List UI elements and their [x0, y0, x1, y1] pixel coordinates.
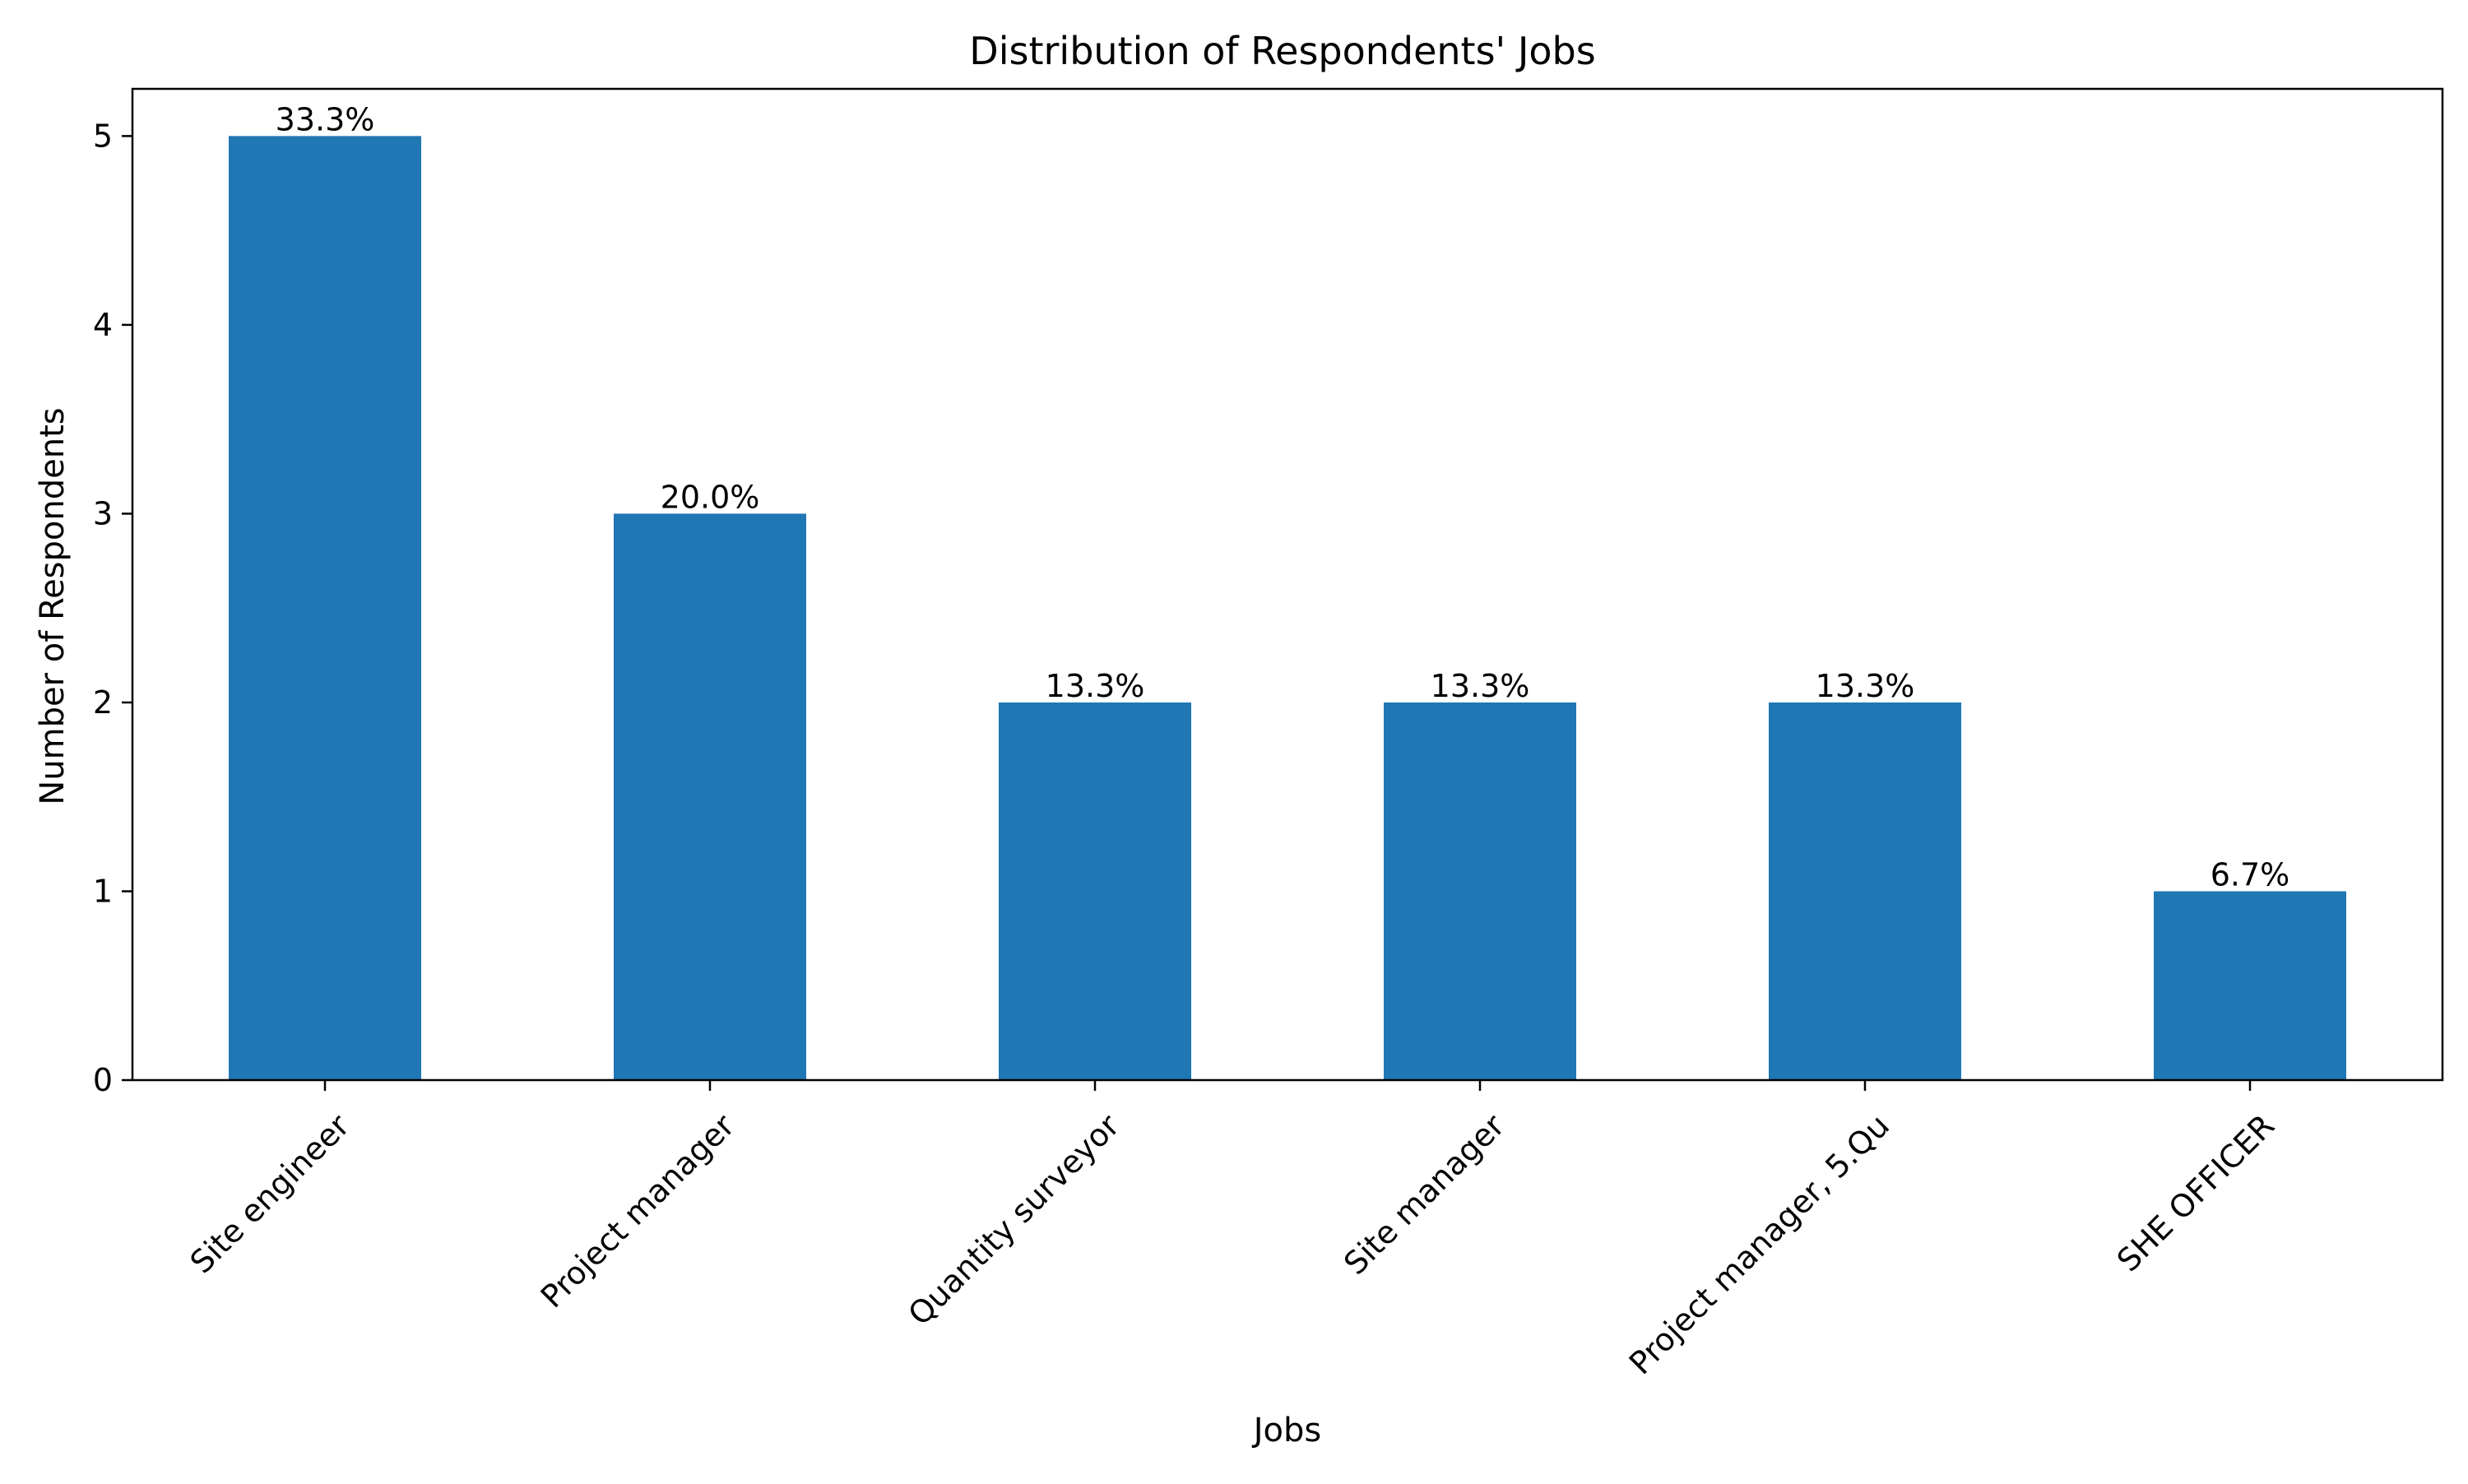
- bar-data-label: 13.3%: [1046, 668, 1145, 704]
- y-tick-label: 0: [93, 1062, 113, 1098]
- bar-data-label: 20.0%: [661, 479, 760, 515]
- x-axis-label: Jobs: [1251, 1412, 1322, 1449]
- bar: [1769, 702, 1961, 1080]
- bar-data-label: 13.3%: [1816, 668, 1915, 704]
- y-tick-label: 5: [93, 118, 113, 154]
- chart-title: Distribution of Respondents' Jobs: [969, 29, 1595, 73]
- plot-area: 33.3% 20.0% 13.3% 13.3% 13.3% 6.7%: [229, 101, 2346, 1080]
- bar: [614, 513, 806, 1080]
- y-axis: 0 1 2 3 4 5: [93, 118, 132, 1098]
- y-tick-label: 1: [93, 873, 113, 909]
- plot-frame: [131, 87, 2444, 1082]
- y-tick-label: 3: [93, 495, 113, 531]
- bar-data-label: 6.7%: [2211, 856, 2290, 893]
- bar: [999, 702, 1191, 1080]
- bar: [2154, 891, 2346, 1080]
- bar: [229, 136, 421, 1080]
- bar-data-label: 33.3%: [276, 101, 375, 137]
- y-axis-label: Number of Respondents: [34, 407, 72, 805]
- y-tick-label: 2: [93, 684, 113, 721]
- bar: [1384, 702, 1576, 1080]
- bar-data-label: 13.3%: [1431, 668, 1530, 704]
- y-tick-label: 4: [93, 307, 113, 343]
